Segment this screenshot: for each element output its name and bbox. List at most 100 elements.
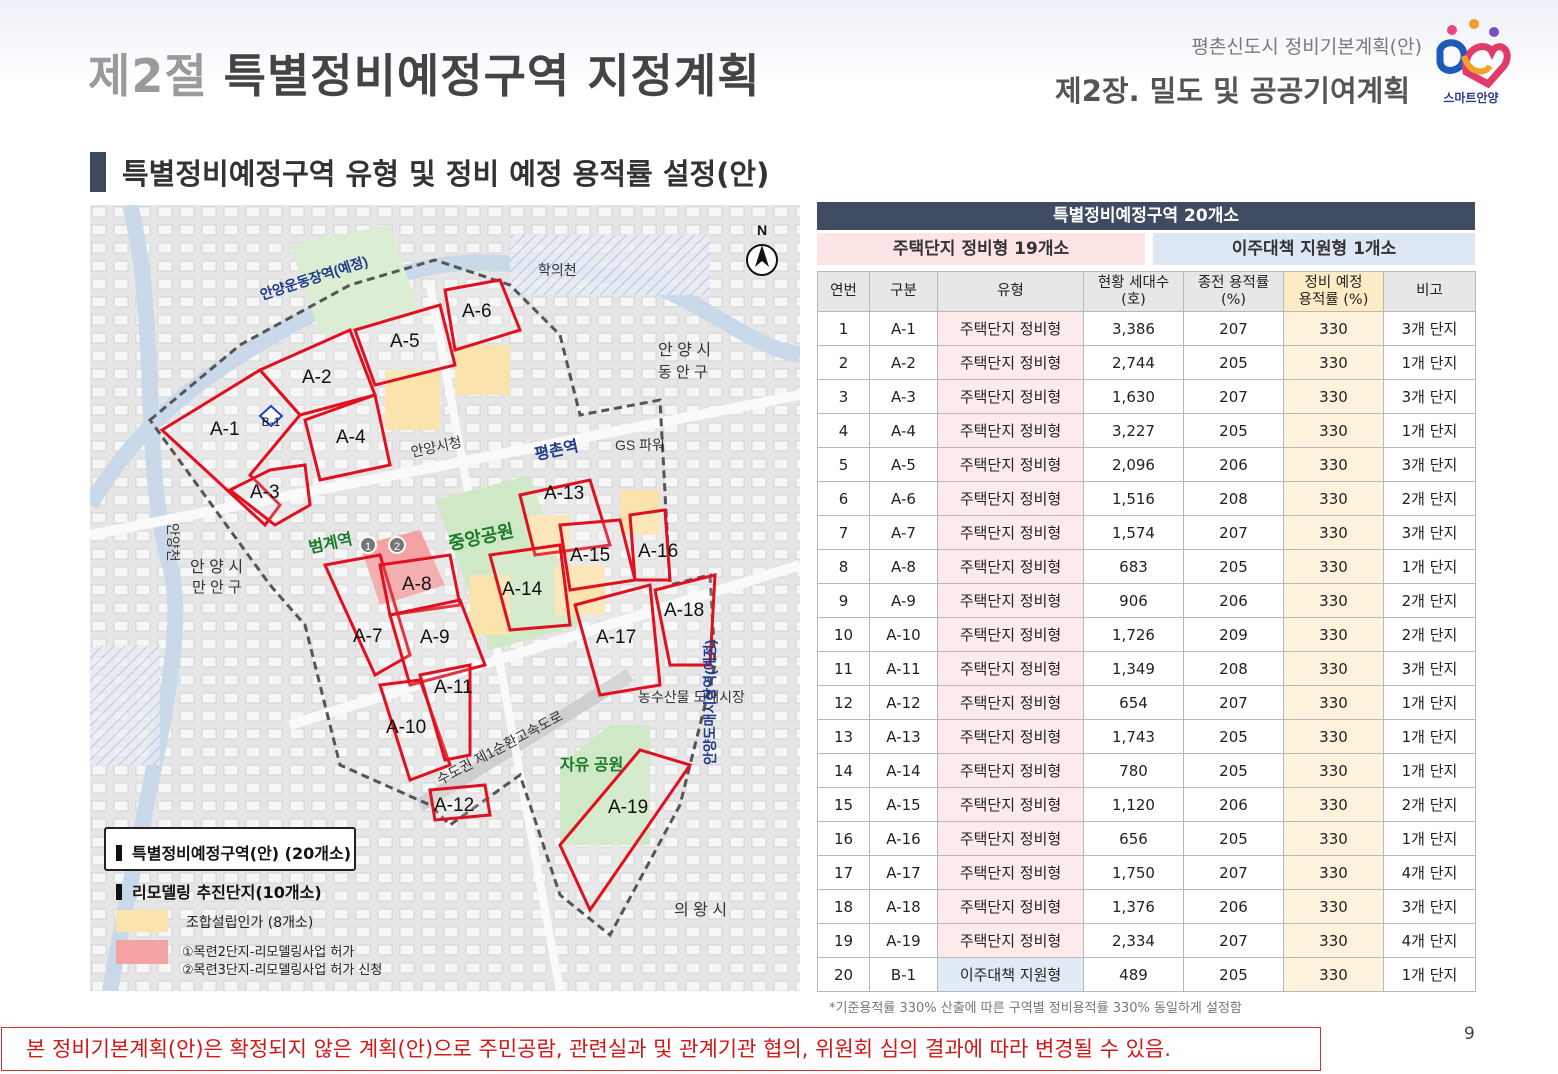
table-cell: 330 <box>1283 549 1384 584</box>
table-cell: A-5 <box>869 447 938 482</box>
table-cell: 8 <box>817 549 870 584</box>
table-header-cell: 유형 <box>937 271 1084 312</box>
table-cell: 330 <box>1283 379 1384 414</box>
zone-labels: A-1 A-2 A-3 A-4 A-5 A-6 A-7 A-8 A-9 A-10… <box>210 301 704 818</box>
label-stream-hakui: 학의천 <box>538 262 577 278</box>
smart-anyang-logo-icon <box>1436 19 1511 89</box>
section-number: 제2절 <box>88 49 208 103</box>
zone-label-a16: A-16 <box>638 541 678 562</box>
label-dongan-gu: 동 안 구 <box>658 364 708 381</box>
table-cell: A-19 <box>869 923 938 958</box>
label-manan-gu: 만 안 구 <box>192 579 242 596</box>
table-cell: 330 <box>1283 889 1384 924</box>
table-body: 1 A-1 주택단지 정비형 3,386 207 330 3개 단지 2 A-2 주택단지 정비형… <box>817 311 1476 992</box>
table-cell: 13 <box>817 719 870 754</box>
table-cell: A-7 <box>869 515 938 550</box>
table-cell: 주택단지 정비형 <box>937 311 1084 346</box>
subheading-text: 특별정비예정구역 유형 및 정비 예정 용적률 설정(안) <box>122 157 770 191</box>
zone-label-a3: A-3 <box>250 482 280 503</box>
label-uiwang: 의 왕 시 <box>674 901 727 919</box>
table-cell: 1,376 <box>1083 889 1184 924</box>
table-cell: 1개 단지 <box>1383 549 1476 584</box>
table-cell: 205 <box>1183 549 1284 584</box>
table-cell: 330 <box>1283 719 1384 754</box>
disclaimer-notice: 본 정비기본계획(안)은 확정되지 않은 계획(안)으로 주민공람, 관련실과 … <box>1 1027 1321 1071</box>
table-cell: 20 <box>817 957 870 992</box>
table-cell: 3 <box>817 379 870 414</box>
table-cell: 3개 단지 <box>1383 515 1476 550</box>
table-cell: 656 <box>1083 821 1184 856</box>
table-cell: 2개 단지 <box>1383 583 1476 618</box>
table-cell: 주택단지 정비형 <box>937 481 1084 516</box>
table-cell: 207 <box>1183 923 1284 958</box>
table-cell: 3개 단지 <box>1383 447 1476 482</box>
table-row: 14 A-14 주택단지 정비형 780 205 330 1개 단지 <box>817 753 1476 788</box>
table-cell: 1,574 <box>1083 515 1184 550</box>
table-cell: 주택단지 정비형 <box>937 651 1084 686</box>
table-cell: 205 <box>1183 413 1284 448</box>
table-row: 17 A-17 주택단지 정비형 1,750 207 330 4개 단지 <box>817 855 1476 890</box>
table-cell: 주택단지 정비형 <box>937 889 1084 924</box>
table-cell: A-10 <box>869 617 938 652</box>
table-cell: 330 <box>1283 311 1384 346</box>
zone-label-a7: A-7 <box>353 626 383 647</box>
page-number: 9 <box>1464 1024 1475 1044</box>
table-row: 3 A-3 주택단지 정비형 1,630 207 330 3개 단지 <box>817 379 1476 414</box>
table-cell: 1,120 <box>1083 787 1184 822</box>
table-cell: 19 <box>817 923 870 958</box>
label-gs-tower: GS 파워 <box>615 437 665 453</box>
zone-label-a1: A-1 <box>210 419 240 440</box>
table-cell: A-17 <box>869 855 938 890</box>
table-cell: 1 <box>817 311 870 346</box>
table-cell: 1,750 <box>1083 855 1184 890</box>
table-cell: 주택단지 정비형 <box>937 923 1084 958</box>
table-cell: A-13 <box>869 719 938 754</box>
zone-label-a11: A-11 <box>434 677 473 698</box>
legend-union-swatch <box>116 910 168 932</box>
table-cell: 11 <box>817 651 870 686</box>
chapter-title: 제2장. 밀도 및 공공기여계획 <box>1055 74 1410 108</box>
label-dongan: 안 양 시 <box>658 341 711 359</box>
table-cell: 207 <box>1183 311 1284 346</box>
table-row: 2 A-2 주택단지 정비형 2,744 205 330 1개 단지 <box>817 345 1476 380</box>
legend-special-zone: 특별정비예정구역(안) (20개소) <box>116 840 351 864</box>
table-cell: 1개 단지 <box>1383 413 1476 448</box>
table-cell: A-6 <box>869 481 938 516</box>
table-row: 19 A-19 주택단지 정비형 2,334 207 330 4개 단지 <box>817 923 1476 958</box>
table-cell: 17 <box>817 855 870 890</box>
table-cell: 489 <box>1083 957 1184 992</box>
table-footnote: *기준용적률 330% 산출에 따른 구역별 정비용적률 330% 동일하게 설… <box>829 1001 1242 1016</box>
table-cell: 906 <box>1083 583 1184 618</box>
logo-text: 스마트안양 <box>1443 91 1499 105</box>
table-cell: 207 <box>1183 685 1284 720</box>
table-cell: 주택단지 정비형 <box>937 855 1084 890</box>
table-cell: 주택단지 정비형 <box>937 617 1084 652</box>
label-manan: 안 양 시 <box>190 558 243 576</box>
table-cell: 1개 단지 <box>1383 719 1476 754</box>
table-row: 20 B-1 이주대책 지원형 489 205 330 1개 단지 <box>817 957 1476 992</box>
table-cell: 330 <box>1283 923 1384 958</box>
table-cell: 주택단지 정비형 <box>937 413 1084 448</box>
table-row: 1 A-1 주택단지 정비형 3,386 207 330 3개 단지 <box>817 311 1476 346</box>
table-header-cell: 정비 예정 용적률 (%) <box>1283 271 1384 312</box>
table-cell: 206 <box>1183 583 1284 618</box>
table-cell: A-14 <box>869 753 938 788</box>
table-row: 5 A-5 주택단지 정비형 2,096 206 330 3개 단지 <box>817 447 1476 482</box>
table-cell: 주택단지 정비형 <box>937 753 1084 788</box>
table-cell: 주택단지 정비형 <box>937 345 1084 380</box>
table-cell: 330 <box>1283 515 1384 550</box>
legend-permit-line2: ②목련3단지-리모델링사업 허가 신청 <box>182 963 383 978</box>
table-cell: 9 <box>817 583 870 618</box>
legend-bar-icon <box>116 884 122 900</box>
table-cell: 4 <box>817 413 870 448</box>
table-cell: B-1 <box>869 957 938 992</box>
table-cell: 330 <box>1283 685 1384 720</box>
table-cell: 330 <box>1283 821 1384 856</box>
table-cell: 1,743 <box>1083 719 1184 754</box>
table-cell: 1,349 <box>1083 651 1184 686</box>
document-title: 평촌신도시 정비기본계획(안) <box>1191 36 1422 58</box>
table-cell: 330 <box>1283 855 1384 890</box>
group-housing-label: 주택단지 정비형 19개소 <box>817 233 1145 265</box>
table-row: 9 A-9 주택단지 정비형 906 206 330 2개 단지 <box>817 583 1476 618</box>
table-cell: 2,096 <box>1083 447 1184 482</box>
